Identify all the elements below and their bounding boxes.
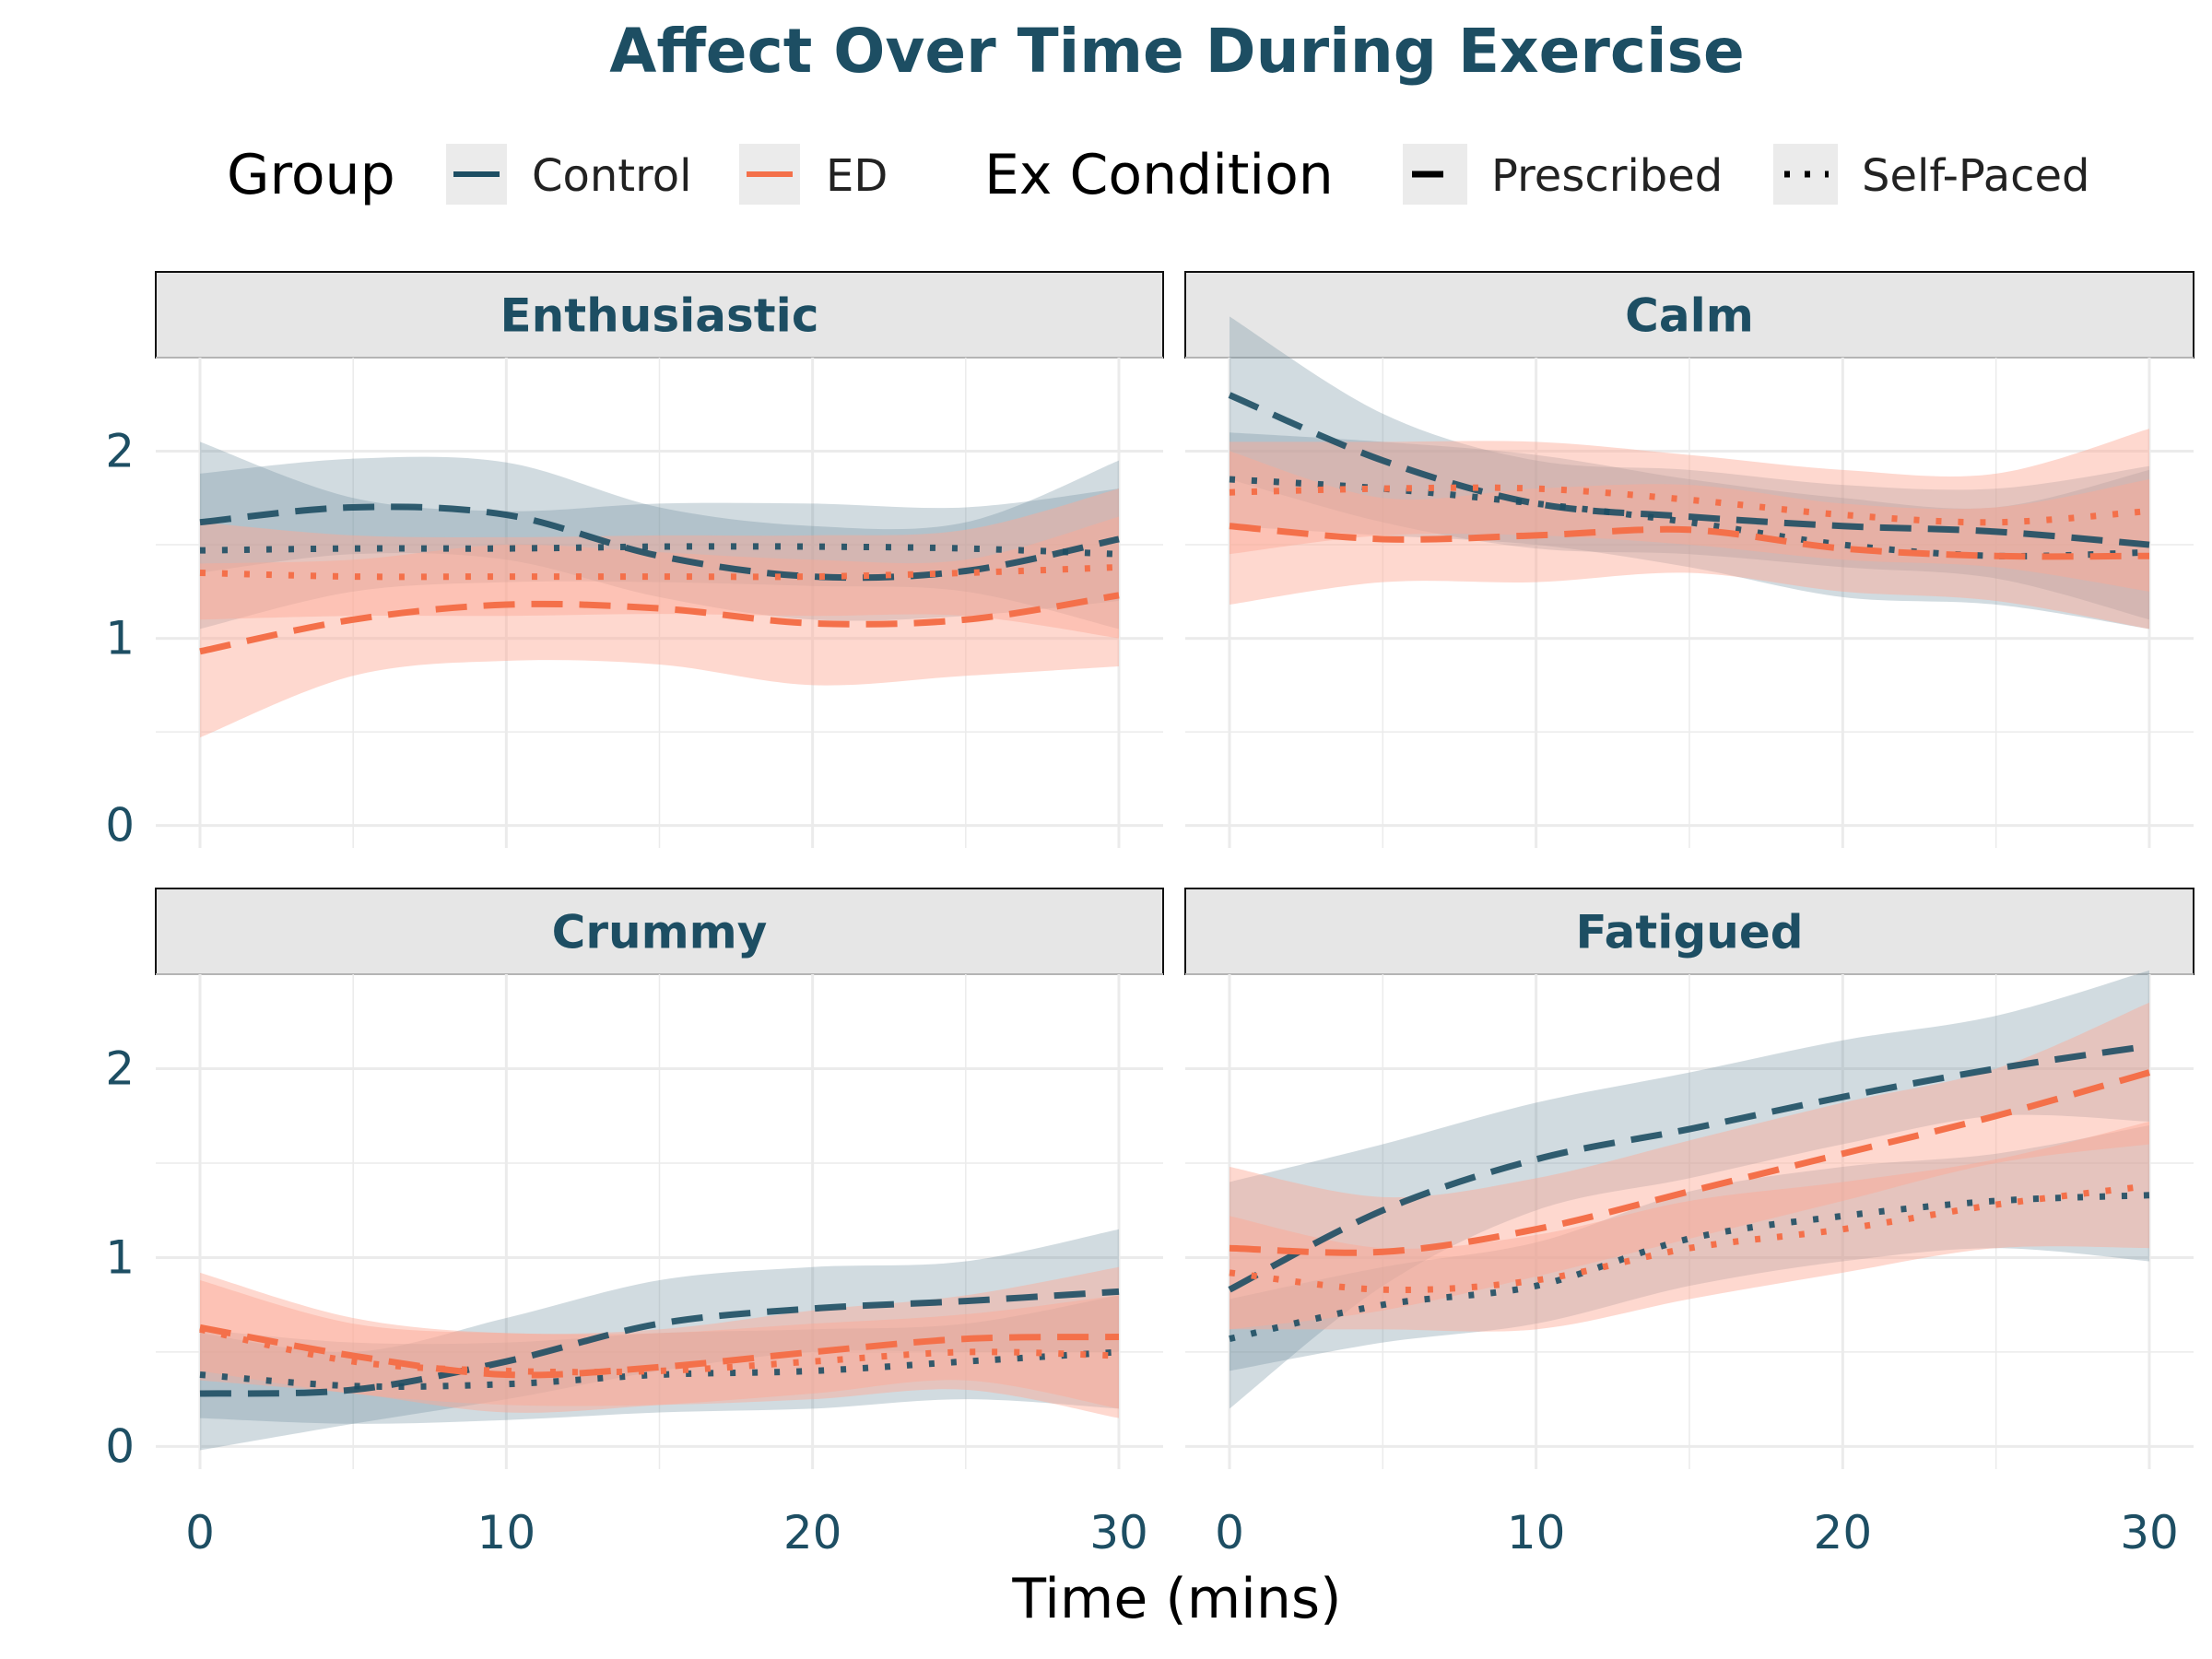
strip-label-enthusiastic: Enthusiastic [500, 289, 819, 343]
legend-title-condition: Ex Condition [984, 143, 1334, 207]
legend: Group Control ED Ex Condition Prescribed… [227, 143, 2090, 207]
strip-label-crummy: Crummy [552, 906, 768, 959]
x-tick-label: 0 [185, 1506, 215, 1559]
band-enthusiastic-control-self-paced [200, 441, 1119, 629]
y-tick-label: 0 [105, 1419, 135, 1473]
x-tick-label: 30 [1089, 1506, 1148, 1559]
panel-enthusiastic: Enthusiastic 0 1 2 [105, 271, 1164, 853]
band-enthusiastic-ed-self-paced [200, 488, 1119, 639]
line-crummy-control-prescribed [199, 1288, 1120, 1397]
x-tick-label: 30 [2120, 1506, 2179, 1559]
y-tick-label: 0 [105, 799, 135, 853]
line-fatigued-control-self-paced [1229, 1192, 2150, 1342]
strip-crummy [155, 888, 1164, 975]
y-tick-label: 2 [105, 1041, 135, 1095]
line-calm-ed-prescribed [1229, 523, 2150, 560]
x-axis-title: Time (mins) [1011, 1567, 1341, 1631]
line-crummy-ed-self-paced [199, 1325, 1120, 1376]
x-tick-label: 0 [1215, 1506, 1244, 1559]
panel-fatigued: Fatigued 0 10 20 30 [1184, 888, 2194, 1559]
x-tick-label: 10 [1507, 1506, 1566, 1559]
y-tick-label: 1 [105, 612, 135, 665]
band-fatigued-ed-self-paced [1230, 1121, 2149, 1332]
panel-calm: Calm [1184, 271, 2194, 848]
x-tick-label: 20 [1814, 1506, 1873, 1559]
legend-title-group: Group [227, 143, 395, 207]
line-enthusiastic-ed-prescribed [199, 592, 1120, 655]
strip-label-calm: Calm [1625, 289, 1754, 343]
band-crummy-ed-prescribed [200, 1266, 1119, 1413]
legend-label-self-paced: Self-Paced [1862, 150, 2090, 202]
band-calm-control-prescribed [1230, 316, 2149, 620]
line-fatigued-ed-prescribed [1229, 1069, 2150, 1256]
band-calm-ed-prescribed [1230, 451, 2149, 629]
x-tick-label: 20 [783, 1506, 842, 1559]
strip-enthusiastic [155, 271, 1164, 359]
line-calm-control-prescribed [1228, 392, 2150, 548]
y-tick-label: 2 [105, 425, 135, 478]
line-enthusiastic-control-prescribed [199, 503, 1120, 582]
band-crummy-control-prescribed [200, 1229, 1119, 1451]
line-crummy-ed-prescribed [199, 1324, 1120, 1379]
x-tick-label: 10 [477, 1506, 536, 1559]
legend-label-control: Control [532, 150, 692, 202]
grid-crummy [156, 973, 1163, 1469]
legend-label-ed: ED [826, 150, 888, 202]
band-crummy-ed-self-paced [200, 1280, 1119, 1418]
line-fatigued-ed-self-paced [1229, 1182, 2150, 1294]
strip-calm [1184, 271, 2194, 359]
grid-fatigued [1185, 973, 2194, 1469]
band-fatigued-ed-prescribed [1230, 1002, 2149, 1330]
band-crummy-control-self-paced [200, 1295, 1119, 1424]
chart-title: Affect Over Time During Exercise [609, 16, 1744, 87]
grid-calm [1185, 357, 2194, 848]
y-tick-label: 1 [105, 1230, 135, 1284]
strip-label-fatigued: Fatigued [1575, 906, 1803, 959]
legend-label-prescribed: Prescribed [1491, 150, 1723, 202]
line-fatigued-control-prescribed [1228, 1042, 2150, 1293]
